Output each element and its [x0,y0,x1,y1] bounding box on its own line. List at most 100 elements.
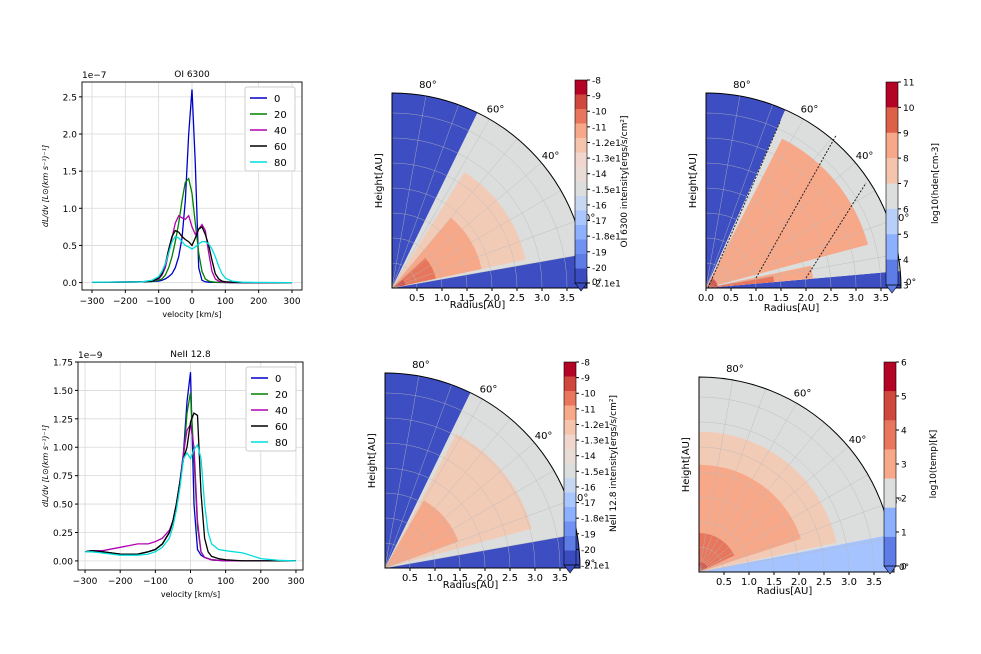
colorbar-tick-label: 7 [903,180,909,190]
colorbar-segment [575,268,587,284]
polar-grid-spoke [698,403,797,573]
x-tick-label: 200 [252,577,269,587]
x-tick-label: 0 [189,297,195,307]
heatmap-region [699,533,735,572]
colorbar-label: log10(temp)[K] [929,430,939,499]
polar-grid-spoke [384,501,569,569]
y-tick-label: 1.5 [63,168,77,178]
colorbar-tick-label: -1.8e1 [592,233,621,243]
angle-label-zero: 0° [585,559,595,569]
y-axis-label: dL/dv [L⊙(km s⁻¹)⁻¹] [41,145,50,227]
polar-grid-spoke [698,388,766,573]
colorbar-segment [575,94,587,110]
polar-grid-ring [698,521,750,573]
legend-label: 20 [274,110,287,121]
legend-label: 40 [275,406,288,417]
polar-grid-ring [705,262,732,289]
colorbar-segment [564,536,576,551]
polar-grid-spoke [698,422,825,573]
polar-grid-spoke [384,533,578,569]
colorbar-segment [575,225,587,240]
colorbar-tick-label: -2.1e1 [592,280,621,290]
x-tick-label: 2.5 [502,573,518,584]
colorbar-tick-label: 5 [901,393,907,403]
y-tick-label: 1.00 [53,444,73,454]
legend-label: 0 [275,374,281,385]
x-tick-label: 300 [287,577,304,587]
x-axis-label: velocity [km/s] [162,310,221,319]
colorbar-segment [886,82,898,108]
heatmap-region [385,373,471,568]
angle-label: 60° [480,385,498,396]
legend-box [245,366,297,452]
colorbar-segment [575,123,587,139]
angle-label: 20° [892,213,910,224]
y-axis-label: Height[AU] [681,437,692,492]
x-axis-label: Radius[AU] [764,303,820,314]
polar-grid-ring [391,187,493,289]
angle-label-zero: 0° [906,278,916,288]
heatmap-region [699,534,894,572]
legend-box [244,86,296,172]
polar-grid-ring [391,212,468,289]
polar-grid-spoke [705,162,856,289]
y-tick-label: 1.50 [53,387,73,397]
x-tick-label: −300 [80,297,105,307]
polar-grid-ring [705,137,857,289]
colorbar-segment [564,463,576,479]
colorbar-segment [575,109,587,124]
colorbar-tick-label: 2 [901,495,907,505]
x-tick-label: −100 [143,577,168,587]
polar-grid-ring [384,392,561,569]
colorbar-tick-label: -2.1e1 [581,562,610,572]
colorbar-segment [575,254,587,269]
polar-grid-spoke [705,104,773,289]
colorbar-segment [564,478,576,493]
y-tick-label: 2.5 [63,93,77,103]
colorbar-tick-label: -11 [581,405,596,415]
chart-title: OI 6300 [174,70,210,80]
colorbar-segment [884,536,896,567]
colorbar-tick-label: -20 [592,264,607,274]
x-tick-label: 2.5 [816,577,832,588]
y-tick-label: 1.75 [53,359,73,369]
legend-label: 80 [274,158,287,169]
colorbar-segment [575,239,587,255]
polar-grid-spoke [384,470,554,569]
polar-grid-spoke [698,446,849,573]
colorbar-segment [564,521,576,537]
polar-grid-spoke [391,190,561,289]
colorbar-segment [564,492,576,508]
colorbar-tick-label: 9 [903,129,909,139]
colorbar-tick-label: 10 [903,104,915,114]
x-tick-label: 2.0 [798,293,814,304]
polar-grid-ring [705,212,782,289]
y-tick-label: 1.25 [53,415,73,425]
colorbar-tick-label: -1.8e1 [581,515,610,525]
colorbar-label: log10(hden[cm-3] [931,143,941,224]
polar-grid-ring [384,442,511,569]
polar-grid-spoke [391,119,490,289]
colorbar-frame [574,79,588,284]
x-tick-label: 2.0 [484,293,500,304]
polar-grid-spoke [384,375,420,569]
colorbar-segment [884,420,896,450]
legend-label: 40 [274,126,287,137]
x-axis-label: Radius[AU] [757,586,813,597]
colorbar-segment [564,507,576,522]
x-tick-label: 1.5 [766,577,782,588]
x-axis-label: Radius[AU] [443,580,499,591]
colorbar-tick-label: 6 [903,205,909,215]
polar-grid-ring [391,137,543,289]
y-axis-label: dL/dv [L⊙(km s⁻¹)⁻¹] [41,425,50,507]
colorbar-tick-label: -17 [592,217,607,227]
x-tick-label: 3.5 [866,577,882,588]
colorbar-segment [886,259,898,286]
x-tick-label: 3.0 [841,577,857,588]
colorbar-tick-label: -8 [581,359,590,369]
x-tick-label: 3.5 [552,573,568,584]
colorbar-segment [575,167,587,182]
colorbar-tick-label: 4 [901,427,907,437]
angle-label: 40° [535,431,553,442]
